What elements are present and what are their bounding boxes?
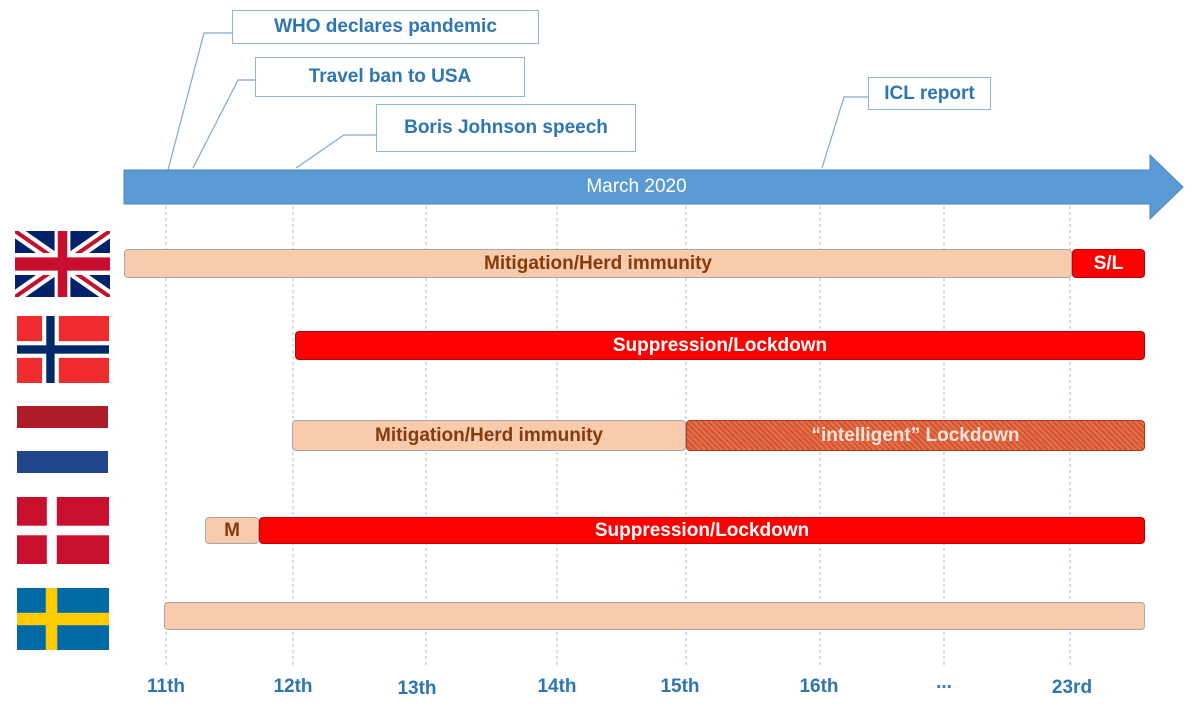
event-icl-report: ICL report [868,77,991,110]
flag-netherlands [17,406,108,473]
uk-mitigation-bar: Mitigation/Herd immunity [124,249,1072,278]
event-travel-ban-usa: Travel ban to USA [255,57,525,97]
leader-who [167,32,233,171]
tick-label-12th: 12th [273,676,313,697]
tick-label-13th: 13th [397,678,437,699]
tick-label-23rd: 23rd [1051,677,1093,698]
timeline-label: March 2020 [586,176,687,197]
flag-sweden [17,588,109,650]
denmark-mitigation-bar: M [205,517,259,544]
event-who-declares-pandemic: WHO declares pandemic [232,10,539,44]
leader-boris-johnson [295,134,377,169]
tick-label-11th: 11th [146,676,186,697]
netherlands-intelligent-lockdown-bar: “intelligent” Lockdown [686,420,1145,451]
tick-label-15th: 15th [660,676,700,697]
uk-suppression-bar: S/L [1072,249,1145,278]
tick-label-16th: 16th [799,676,839,697]
leader-icl-report [821,96,868,169]
flag-norway [17,316,109,383]
tick-label-ellipsis: ... [936,672,952,693]
flag-denmark [17,497,109,564]
denmark-suppression-bar: Suppression/Lockdown [259,517,1145,544]
sweden-mitigation-bar [164,602,1145,630]
flag-united-kingdom [15,231,110,297]
event-boris-johnson-speech: Boris Johnson speech [376,104,636,152]
norway-suppression-bar: Suppression/Lockdown [295,331,1145,360]
leader-travel-ban [192,79,256,169]
netherlands-mitigation-bar: Mitigation/Herd immunity [292,420,686,451]
tick-label-14th: 14th [537,676,577,697]
